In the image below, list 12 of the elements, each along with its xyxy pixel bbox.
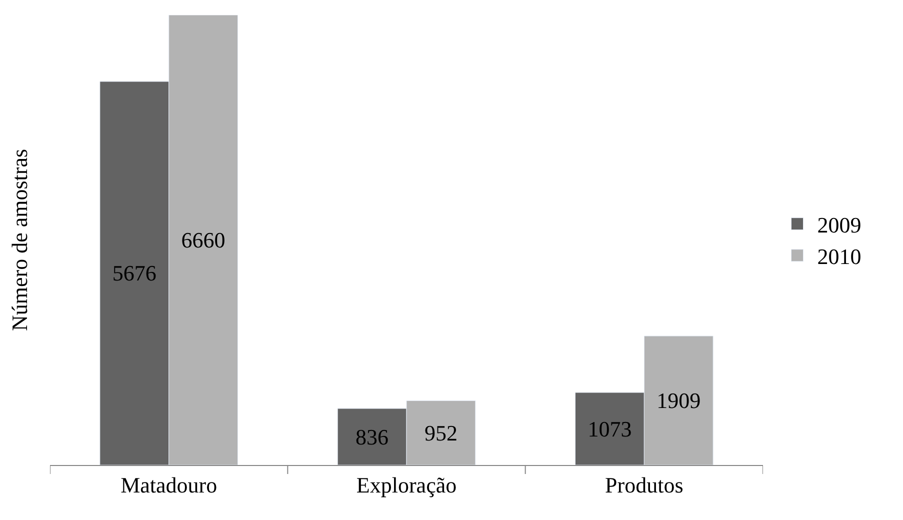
data-label: 1073 <box>588 416 632 442</box>
x-tick-label: Produtos <box>605 472 684 498</box>
legend-label: 2010 <box>817 244 862 269</box>
data-label: 836 <box>356 424 389 450</box>
data-label: 1909 <box>656 388 701 414</box>
x-tick-label: Matadouro <box>120 472 218 498</box>
y-axis-title: Número de amostras <box>6 148 32 332</box>
data-label: 952 <box>424 420 458 446</box>
data-label: 5676 <box>112 260 156 286</box>
x-tick-label: Exploração <box>356 472 457 498</box>
legend-label: 2009 <box>817 212 862 238</box>
data-label: 6660 <box>181 228 226 252</box>
